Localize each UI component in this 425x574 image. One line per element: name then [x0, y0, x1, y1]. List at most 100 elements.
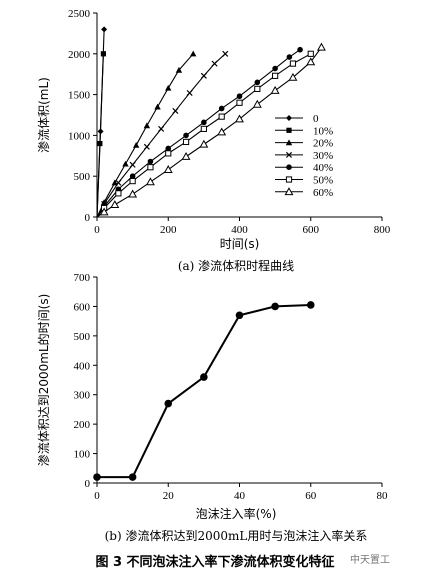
chart-a-point	[99, 207, 109, 216]
chart-b-caption: (b) 渗流体积达到2000mL用时与泡沫注入率关系	[105, 528, 368, 543]
chart-b: 0 20 40 60 80 0 100 200 300 400 500 600 700 泡沫注入率(%)…	[36, 272, 388, 543]
chart-b-y-tick-label: 100	[74, 449, 91, 461]
chart-a-point	[286, 54, 293, 60]
chart-a-point	[200, 125, 207, 132]
chart-a-point	[172, 107, 179, 114]
chart-a-legend-label: 50%	[313, 175, 333, 187]
chart-a-y-tick-label: 2000	[68, 49, 91, 61]
chart-a-point	[163, 165, 173, 173]
chart-a: 0 200 400 600 800 0 500 1000 1500 2000 2500 010%20…	[36, 8, 391, 273]
chart-a-y-tick-label: 500	[74, 171, 91, 183]
chart-a-point	[165, 84, 172, 91]
chart-a-legend-marker	[285, 139, 293, 146]
chart-a-point	[100, 51, 107, 57]
chart-a-point	[236, 99, 243, 106]
chart-a-point	[307, 50, 314, 57]
chart-a-point	[165, 150, 172, 157]
chart-a-point	[181, 151, 191, 160]
chart-b-x-tick-label: 20	[163, 490, 175, 502]
chart-a-x-tick-label: 800	[374, 224, 391, 236]
chart-a-point	[122, 160, 129, 167]
chart-a-point	[254, 85, 261, 92]
chart-a-legend-marker	[286, 164, 292, 170]
chart-a-point	[252, 99, 262, 108]
chart-a-series-line-1	[96, 53, 104, 218]
chart-a-point	[154, 103, 161, 110]
chart-a-point	[218, 105, 225, 112]
chart-a-legend: 010%20%30%40%50%60%	[275, 113, 333, 199]
chart-a-point	[316, 42, 326, 51]
chart-a-point	[165, 145, 172, 152]
chart-a-point	[201, 119, 207, 126]
chart-a-point	[128, 189, 138, 198]
chart-b-y-tick-label: 500	[74, 331, 91, 343]
watermark: 中天置工	[350, 553, 390, 566]
chart-a-point	[189, 50, 197, 57]
chart-b-x-tick-label: 0	[94, 490, 100, 502]
chart-b-y-tick-label: 600	[74, 301, 91, 313]
chart-a-point	[147, 158, 154, 165]
chart-a-point	[217, 127, 227, 136]
chart-b-y-axis-label: 渗流体积达到2000mL的时间(s)	[36, 294, 51, 467]
chart-a-point	[254, 79, 261, 86]
chart-a-point	[145, 177, 155, 186]
chart-a-point	[115, 190, 122, 197]
chart-a-point	[306, 57, 316, 66]
chart-a-y-tick-label: 2500	[68, 8, 91, 20]
chart-a-legend-label: 40%	[313, 162, 333, 174]
chart-a-x-axis-label: 时间(s)	[220, 237, 260, 251]
chart-a-point	[97, 140, 103, 147]
chart-a-x-tick-label: 200	[160, 224, 177, 236]
chart-a-point	[158, 125, 165, 132]
chart-a-point	[272, 65, 278, 72]
chart-a-x-tick-label: 0	[94, 224, 100, 236]
chart-a-legend-label: 60%	[313, 187, 333, 199]
chart-a-legend-label: 0	[313, 113, 319, 125]
chart-b-point	[271, 302, 279, 311]
chart-b-x-tick-label: 40	[234, 490, 246, 502]
chart-a-caption: (a) 渗流体积时程曲线	[178, 258, 294, 273]
chart-a-series-line-2	[96, 53, 194, 218]
chart-a-point	[143, 122, 151, 129]
chart-a-y-tick-label: 1500	[68, 90, 91, 102]
chart-a-y-axis-label: 渗流体积(mL)	[36, 77, 51, 153]
chart-a-legend-marker	[286, 127, 292, 133]
chart-a-legend-marker	[285, 151, 293, 158]
chart-a-x-tick-label: 400	[231, 224, 248, 236]
chart-b-series-line	[97, 303, 311, 479]
chart-a-point	[222, 50, 229, 57]
chart-a-point	[143, 143, 150, 150]
chart-b-y-tick-label: 700	[74, 272, 91, 284]
chart-b-x-tick-label: 80	[377, 490, 389, 502]
chart-a-legend-marker	[286, 115, 292, 121]
chart-b-point	[306, 301, 315, 309]
chart-a-legend-label: 30%	[313, 150, 333, 162]
chart-a-series-line-5	[96, 53, 312, 218]
chart-a-point	[132, 141, 140, 148]
chart-a-y-tick-label: 1000	[68, 130, 91, 142]
chart-a-point	[211, 60, 218, 67]
chart-a-x-tick-label: 600	[303, 224, 320, 236]
chart-b-x-axis-label: 泡沫注入率(%)	[196, 506, 277, 521]
chart-a-point	[182, 138, 190, 146]
chart-a-point	[110, 200, 120, 209]
chart-b-point	[235, 311, 244, 320]
chart-a-series-line-4	[96, 49, 301, 218]
chart-a-point	[289, 60, 297, 67]
chart-b-y-tick-label: 300	[74, 390, 91, 402]
chart-b-y-tick-label: 0	[85, 478, 91, 490]
chart-a-point	[183, 132, 189, 139]
chart-a-point	[101, 26, 108, 33]
chart-a-point	[235, 114, 244, 123]
chart-a-y-tick-label: 0	[85, 212, 91, 224]
chart-a-point	[115, 179, 122, 186]
chart-a-point	[129, 161, 136, 168]
chart-a-point	[186, 89, 193, 96]
chart-b-point	[128, 473, 137, 481]
chart-b-point	[200, 373, 208, 381]
chart-a-point	[100, 199, 108, 205]
chart-b-point	[93, 473, 101, 481]
chart-b-y-tick-label: 200	[74, 419, 91, 431]
chart-a-legend-marker	[284, 187, 294, 196]
